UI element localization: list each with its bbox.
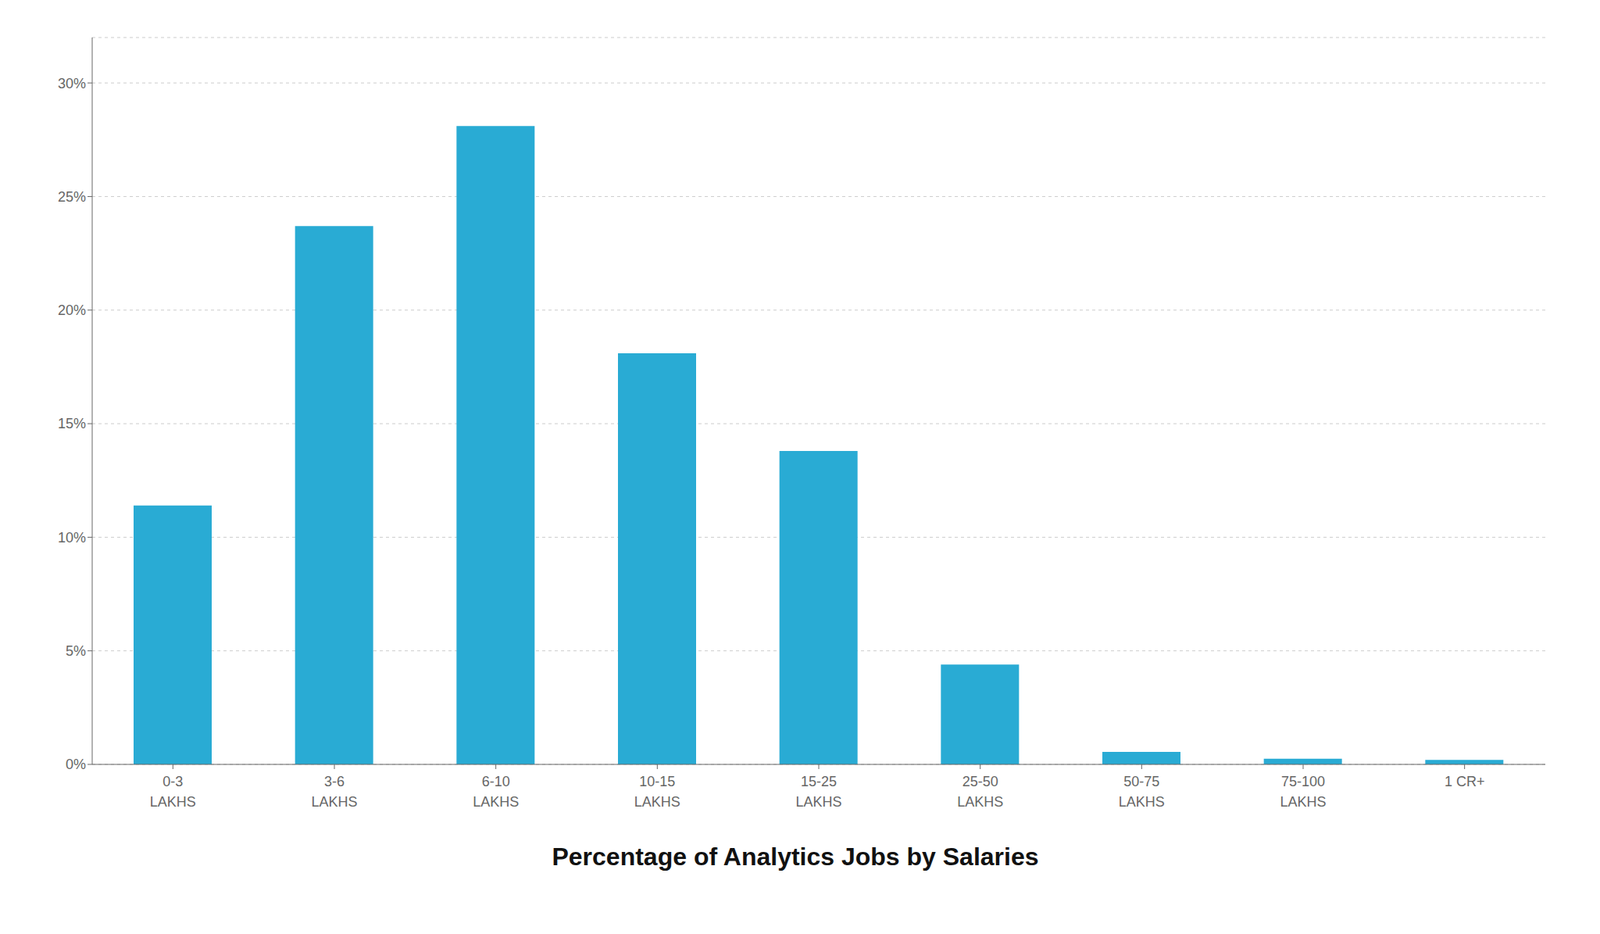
svg-text:0-3LAKHS: 0-3LAKHS	[150, 773, 197, 810]
svg-text:15-25LAKHS: 15-25LAKHS	[795, 773, 842, 810]
svg-text:5%: 5%	[65, 642, 86, 659]
svg-text:25-50LAKHS: 25-50LAKHS	[957, 773, 1004, 810]
svg-text:3-6LAKHS: 3-6LAKHS	[310, 773, 358, 810]
svg-text:20%: 20%	[57, 302, 86, 318]
svg-text:0%: 0%	[65, 756, 86, 772]
svg-text:25%: 25%	[57, 189, 86, 205]
svg-text:1 CR+: 1 CR+	[1444, 773, 1486, 790]
svg-text:30%: 30%	[57, 75, 86, 92]
svg-text:50-75LAKHS: 50-75LAKHS	[1118, 773, 1165, 810]
svg-text:10-15LAKHS: 10-15LAKHS	[634, 773, 681, 810]
svg-text:75-100LAKHS: 75-100LAKHS	[1279, 773, 1326, 810]
svg-text:15%: 15%	[57, 415, 86, 432]
svg-text:10%: 10%	[57, 529, 86, 546]
html-text:Percentage of Analytics Jobs b: Percentage of Analytics Jobs by Salaries	[551, 842, 1039, 871]
svg-text:6-10LAKHS: 6-10LAKHS	[472, 773, 519, 810]
